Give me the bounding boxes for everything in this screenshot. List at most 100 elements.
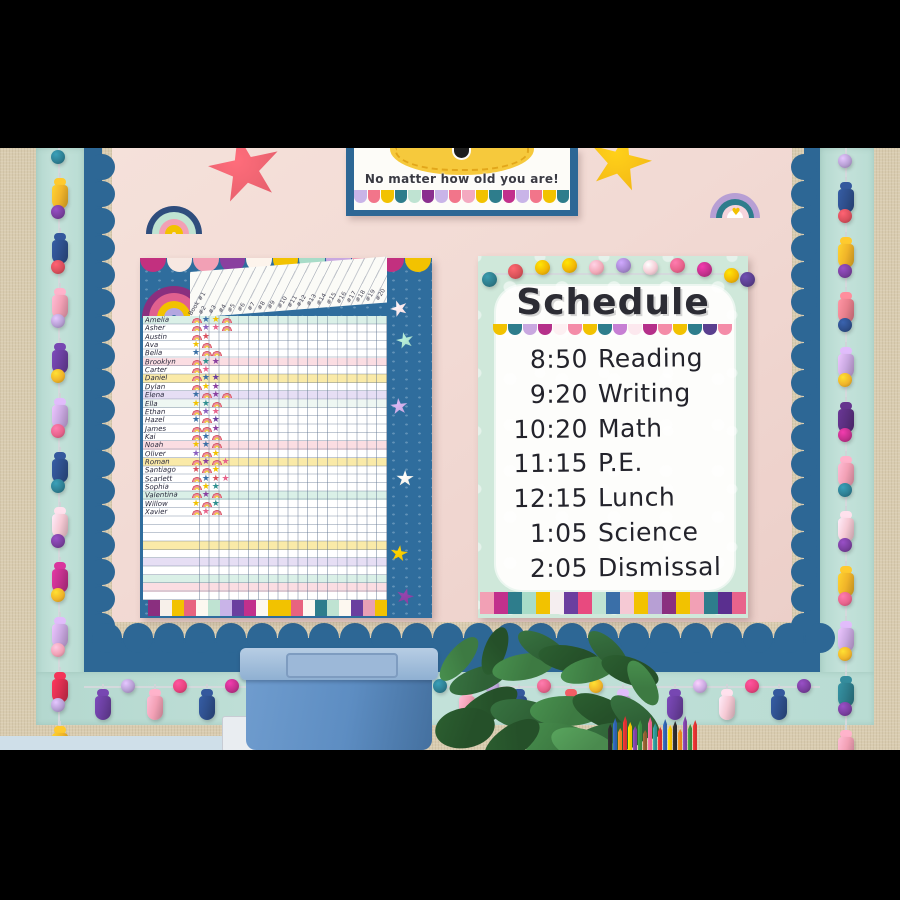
scallop-icon — [166, 258, 193, 272]
scallop-icon — [628, 324, 642, 335]
chart-row: Sophia★★ — [143, 483, 387, 492]
crayon-icon — [658, 727, 663, 750]
chart-row — [143, 516, 387, 525]
rainbow-sticker-icon — [192, 358, 202, 365]
rainbow-sticker-icon — [192, 325, 202, 332]
class-incentive-chart: Book #1 #2 #3 #4 #5 #6 #7 #8 #9 #10 #11 #12 #13 #14 #1… — [140, 256, 432, 618]
scallop-icon — [462, 190, 475, 203]
star-sticker-icon: ★ — [202, 374, 210, 383]
schedule-time: 1:05 — [529, 518, 589, 548]
crayon-icon — [643, 730, 648, 750]
garland-band-left — [36, 148, 84, 725]
stripe — [578, 592, 592, 614]
chart-grid: Amelia★★Asher★★Austin★Ava★Bella★Brooklyn… — [143, 316, 387, 600]
crayon-icon — [628, 722, 633, 750]
chart-row: Brooklyn★★ — [143, 357, 387, 366]
rainbow-cutout-right: ♥ — [710, 178, 760, 218]
rainbow-sticker-icon — [201, 450, 212, 457]
scallop-icon — [688, 324, 702, 335]
trim-bump-icon — [791, 370, 817, 396]
schedule-title: Schedule — [516, 282, 710, 323]
stripe — [183, 600, 196, 616]
crayon-icon — [683, 716, 688, 750]
chart-row — [143, 524, 387, 534]
scallop-icon — [493, 324, 507, 335]
trim-bump-icon — [791, 505, 817, 531]
trim-bump-icon — [89, 154, 115, 180]
star-sticker-icon: ★ — [222, 474, 230, 483]
stripe — [375, 600, 388, 616]
heart-icon: ♥ — [731, 207, 741, 218]
stripe — [195, 600, 208, 616]
column-header: #3 — [206, 304, 218, 316]
star-sticker-icon: ★ — [212, 449, 220, 458]
stripe — [732, 592, 746, 614]
chart-row: Ella★★ — [143, 399, 387, 408]
trim-bump-icon — [89, 559, 115, 585]
star-sticker-icon: ★ — [202, 432, 210, 441]
stripe — [303, 600, 316, 616]
crayon-icon — [668, 725, 673, 750]
chart-row: Asher★★ — [143, 324, 387, 333]
trim-bump-icon — [791, 397, 817, 423]
chart-footer-stripes — [148, 600, 388, 616]
star-sticker-icon: ★ — [202, 441, 210, 450]
scallop-icon — [421, 190, 434, 203]
star-sticker-icon: ★ — [212, 357, 220, 366]
star-sticker-icon: ★ — [212, 483, 220, 492]
chart-row — [143, 549, 387, 559]
schedule-time: 12:15 — [513, 483, 589, 514]
classroom-bulletin-board-photo: No matter how old you are! ♥ Book #1 #2 #3… — [0, 148, 900, 750]
stripe — [148, 600, 160, 616]
pom-garland — [478, 256, 755, 290]
trim-bump-icon — [154, 623, 184, 653]
trim-bump-icon — [791, 559, 817, 585]
stripe — [522, 592, 536, 614]
trim-bump-icon — [791, 451, 817, 477]
scallop-icon — [658, 324, 672, 335]
crayon-icon — [688, 724, 693, 750]
crayon-icon — [673, 721, 678, 750]
birthday-poster: No matter how old you are! — [346, 148, 578, 216]
trim-bump-icon — [712, 623, 742, 653]
star-sticker-icon: ★ — [212, 499, 220, 508]
chart-row: Daniel★★ — [143, 374, 387, 383]
stripe — [480, 592, 494, 614]
star-sticker-icon: ★ — [212, 316, 220, 325]
scallop-icon — [381, 190, 394, 203]
garland-string — [482, 273, 744, 275]
crayon-icon — [693, 720, 698, 750]
rainbow-sticker-icon — [192, 433, 202, 440]
star-sticker-icon: ★ — [192, 399, 200, 408]
rainbow-sticker-icon — [211, 350, 222, 357]
stripe — [267, 600, 280, 616]
chart-row — [143, 583, 387, 592]
trim-bump-icon — [791, 586, 817, 612]
stripe — [718, 592, 732, 614]
scallop-icon — [643, 324, 657, 335]
stripe — [606, 592, 620, 614]
crayon-cup — [608, 714, 704, 750]
star-sticker-icon: ★ — [212, 424, 220, 433]
trim-bump-icon — [89, 451, 115, 477]
pom-icon — [535, 260, 550, 275]
storage-bin — [240, 648, 438, 750]
star-sticker-icon: ★ — [202, 332, 210, 341]
rainbow-sticker-icon — [201, 392, 212, 399]
trim-bump-icon — [89, 478, 115, 504]
trim-bump-icon — [89, 532, 115, 558]
star-sticker-icon: ★ — [202, 474, 210, 483]
schedule-entry: 11:15 P.E. — [504, 447, 740, 478]
rainbow-ring-icon — [165, 225, 183, 234]
star-sticker-icon: ★ — [212, 416, 220, 425]
scallop-row — [354, 190, 570, 204]
crayon-icon — [633, 726, 638, 750]
schedule-entry: 10:20 Math — [504, 412, 740, 444]
trim-bump-icon — [774, 623, 804, 653]
stripe — [550, 592, 564, 614]
pom-icon — [508, 264, 523, 279]
stripe — [592, 592, 606, 614]
scallop-icon — [703, 324, 717, 335]
stripe — [704, 592, 718, 614]
rainbow-sticker-icon — [201, 425, 212, 432]
